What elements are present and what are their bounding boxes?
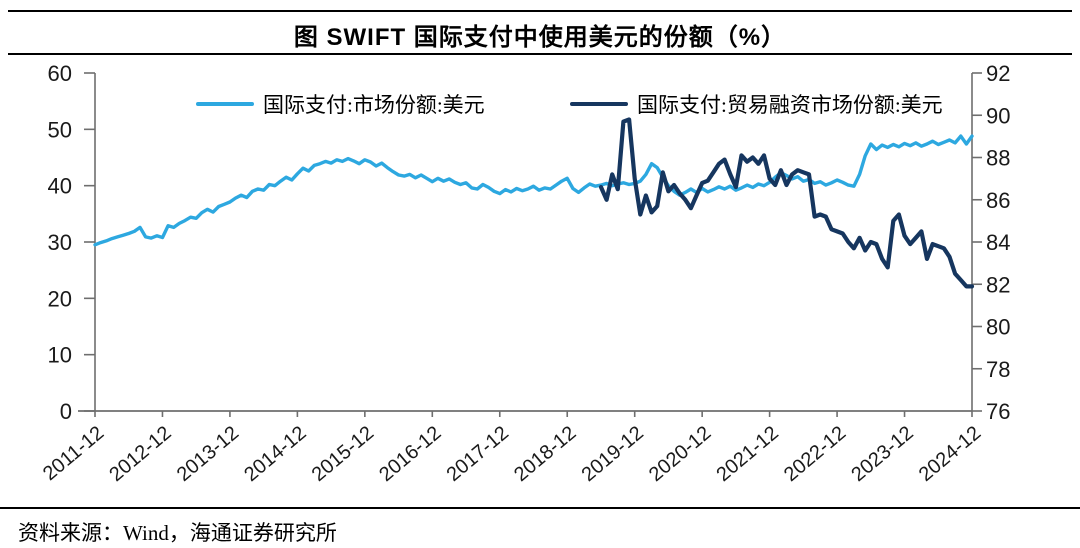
svg-text:2013-12: 2013-12 — [173, 422, 243, 486]
svg-text:80: 80 — [986, 315, 1010, 340]
svg-text:10: 10 — [48, 343, 72, 368]
svg-text:0: 0 — [60, 399, 72, 424]
svg-text:20: 20 — [48, 286, 72, 311]
svg-text:2012-12: 2012-12 — [105, 422, 175, 486]
svg-text:2020-12: 2020-12 — [645, 422, 715, 486]
svg-text:90: 90 — [986, 103, 1010, 128]
svg-text:92: 92 — [986, 61, 1010, 86]
svg-text:76: 76 — [986, 399, 1010, 424]
svg-text:50: 50 — [48, 117, 72, 142]
svg-text:2021-12: 2021-12 — [712, 422, 782, 486]
svg-text:2024-12: 2024-12 — [915, 422, 985, 486]
svg-text:82: 82 — [986, 272, 1010, 297]
svg-text:2017-12: 2017-12 — [443, 422, 513, 486]
svg-text:2016-12: 2016-12 — [375, 422, 445, 486]
svg-text:60: 60 — [48, 61, 72, 86]
source-note: 资料来源：Wind，海通证券研究所 — [18, 521, 337, 545]
svg-text:2019-12: 2019-12 — [578, 422, 648, 486]
svg-text:2018-12: 2018-12 — [510, 422, 580, 486]
bottom-rule — [0, 507, 1080, 509]
svg-text:30: 30 — [48, 230, 72, 255]
svg-text:2022-12: 2022-12 — [780, 422, 850, 486]
svg-text:88: 88 — [986, 146, 1010, 171]
page-title: 图 SWIFT 国际支付中使用美元的份额（%） — [293, 24, 787, 51]
svg-text:2014-12: 2014-12 — [240, 422, 310, 486]
title-divider — [8, 53, 1072, 55]
svg-text:86: 86 — [986, 188, 1010, 213]
top-rule — [8, 10, 1072, 12]
svg-text:40: 40 — [48, 174, 72, 199]
svg-text:2015-12: 2015-12 — [308, 422, 378, 486]
svg-text:2011-12: 2011-12 — [39, 422, 108, 485]
svg-text:78: 78 — [986, 357, 1010, 382]
svg-text:2023-12: 2023-12 — [847, 422, 917, 486]
svg-text:84: 84 — [986, 230, 1010, 255]
